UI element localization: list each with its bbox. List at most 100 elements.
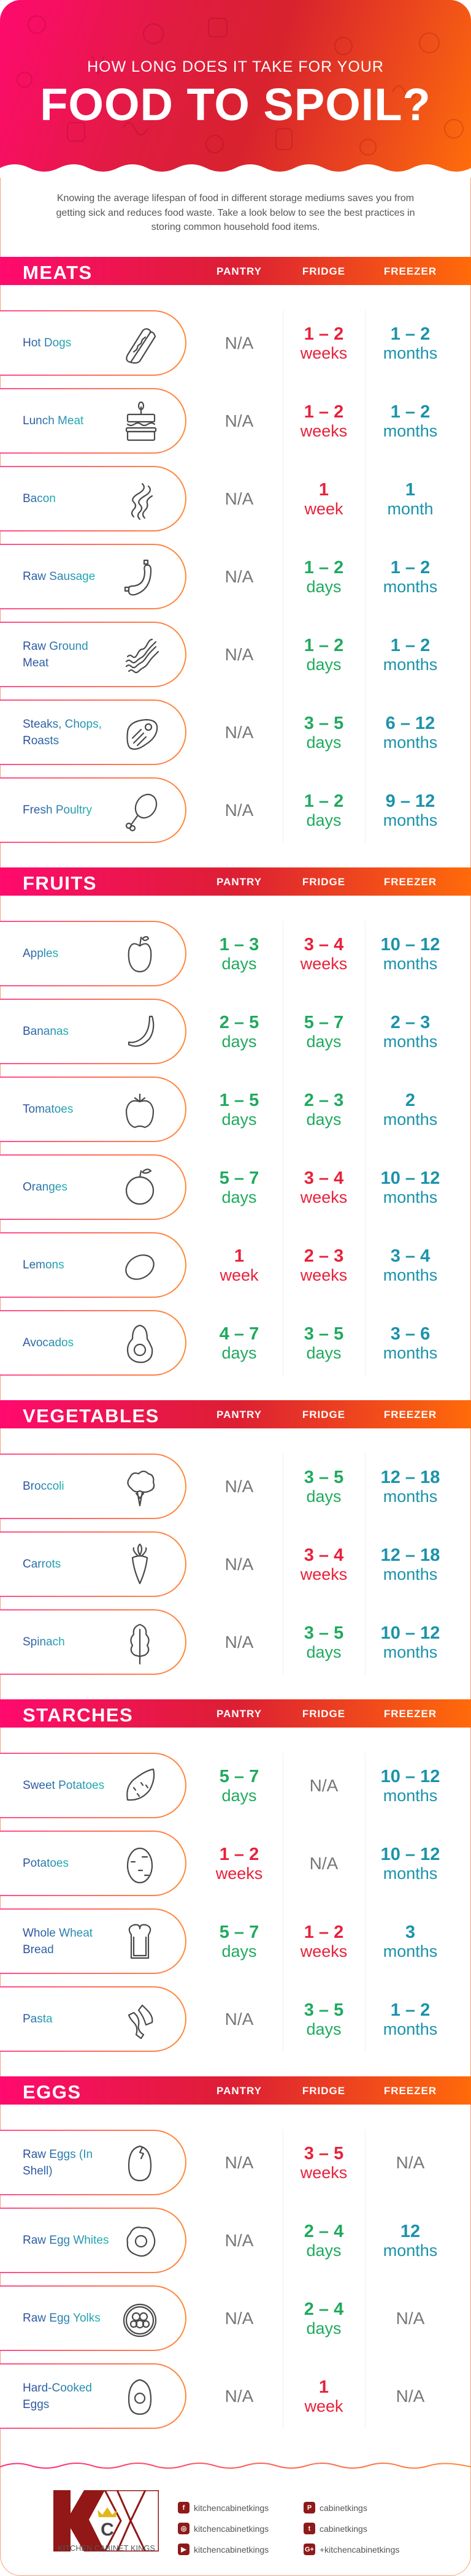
duration-unit: days — [306, 1642, 342, 1661]
duration-number: 3 – 4 — [304, 1168, 344, 1188]
social-handle[interactable]: +kitchencabinetkings — [320, 2544, 400, 2555]
duration-number: 3 – 6 — [390, 1324, 431, 1344]
food-row: Avocados 4 – 7 days 3 – 5 days 3 – 6 months — [0, 1310, 471, 1376]
storage-fridge-value: 1 – 2 weeks — [284, 1908, 364, 1974]
section-meats: MEATS PANTRY FRIDGE FREEZER Hot Dogs N/A 1 – 2… — [0, 257, 471, 867]
column-header-freezer: FREEZER — [383, 265, 437, 277]
pasta-icon — [115, 1994, 164, 2043]
storage-fridge-value: 1 – 2 weeks — [284, 310, 364, 376]
storage-fridge-value: 2 – 4 days — [284, 2208, 364, 2273]
duration-number: 3 – 5 — [304, 713, 344, 733]
storage-fridge-value: 1 week — [284, 466, 364, 532]
column-header-pantry: PANTRY — [216, 2085, 262, 2097]
duration-number: 1 – 2 — [390, 402, 431, 422]
social-handle[interactable]: cabinetkings — [320, 2502, 367, 2513]
duration-unit: days — [306, 810, 342, 829]
duration-unit: days — [306, 577, 342, 596]
storage-fridge-value: 3 – 4 weeks — [284, 921, 364, 986]
duration-unit: days — [221, 1343, 257, 1362]
not-applicable: N/A — [224, 1632, 254, 1652]
storage-freezer-value: 10 – 12 months — [370, 1831, 450, 1896]
food-name: Hard-Cooked Eggs — [23, 2363, 115, 2429]
duration-number: 1 – 2 — [304, 402, 344, 422]
duration-unit: week — [304, 2396, 343, 2415]
duration-unit: months — [383, 810, 438, 829]
food-row: Bacon N/A 1 week 1 month — [0, 466, 471, 532]
storage-freezer-value: 1 month — [370, 466, 450, 532]
social-link-google-plus[interactable]: G+ +kitchencabinetkings — [304, 2544, 399, 2555]
social-link-instagram[interactable]: ◎ kitchencabinetkings — [178, 2523, 269, 2534]
food-name: Tomatoes — [23, 1077, 115, 1142]
duration-unit: weeks — [300, 1564, 348, 1583]
storage-fridge-value: 5 – 7 days — [284, 999, 364, 1064]
duration-unit: months — [383, 1864, 438, 1883]
spinach-leaf-icon — [115, 1617, 164, 1666]
duration-unit: days — [306, 2319, 342, 2338]
food-label-pill — [0, 2130, 186, 2195]
duration-number: 12 — [400, 2221, 421, 2241]
storage-pantry-value: N/A — [199, 466, 279, 532]
storage-freezer-value: 3 months — [370, 1908, 450, 1974]
storage-fridge-value: 3 – 5 days — [284, 1986, 364, 2052]
potato-icon — [115, 1839, 164, 1888]
storage-freezer-value: 6 – 12 months — [370, 699, 450, 765]
food-label-pill — [0, 544, 186, 609]
storage-freezer-value: 1 – 2 months — [370, 622, 450, 687]
avocado-icon — [115, 1318, 164, 1367]
not-applicable: N/A — [224, 566, 254, 586]
food-label-pill — [0, 2285, 186, 2351]
food-name-text: Whole Wheat Bread — [23, 1925, 115, 1958]
storage-freezer-value: 2 months — [370, 1077, 450, 1142]
food-rows: Hot Dogs N/A 1 – 2 weeks 1 – 2 months Lunch Me… — [0, 285, 471, 843]
duration-unit: weeks — [300, 1265, 348, 1284]
not-applicable: N/A — [396, 2386, 425, 2406]
food-name: Raw Egg Whites — [23, 2208, 115, 2273]
duration-unit: days — [306, 1343, 342, 1362]
social-link-facebook[interactable]: f kitchencabinetkings — [178, 2502, 269, 2513]
social-link-twitter[interactable]: t cabinetkings — [304, 2523, 367, 2534]
column-header-pantry: PANTRY — [216, 1708, 262, 1720]
food-name-text: Hot Dogs — [23, 335, 71, 351]
food-name: Potatoes — [23, 1831, 115, 1896]
duration-unit: months — [383, 1265, 438, 1284]
storage-freezer-value: 1 – 2 months — [370, 1986, 450, 2052]
storage-pantry-value: 5 – 7 days — [199, 1908, 279, 1974]
social-link-youtube[interactable]: ▶ kitchencabinetkings — [178, 2544, 269, 2555]
column-header-pantry: PANTRY — [216, 876, 262, 888]
hot-dog-icon — [115, 318, 164, 367]
svg-text:C: C — [101, 2520, 114, 2540]
duration-unit: weeks — [300, 1187, 348, 1206]
section-fruits: FRUITS PANTRY FRIDGE FREEZER Apples 1 – 3 days… — [0, 867, 471, 1400]
food-label-pill — [0, 1531, 186, 1597]
food-name: Raw Egg Yolks — [23, 2285, 115, 2351]
duration-unit: days — [306, 2241, 342, 2260]
duration-number: 2 – 3 — [390, 1012, 431, 1032]
food-name: Oranges — [23, 1154, 115, 1220]
column-header-freezer: FREEZER — [383, 876, 437, 888]
duration-unit: weeks — [300, 1942, 348, 1961]
food-name-text: Lemons — [23, 1257, 64, 1273]
storage-freezer-value: N/A — [370, 2363, 450, 2429]
social-handle[interactable]: cabinetkings — [320, 2523, 367, 2534]
duration-number: 1 — [234, 1246, 245, 1266]
not-applicable: N/A — [396, 2152, 425, 2172]
social-handle[interactable]: kitchencabinetkings — [194, 2523, 269, 2534]
steak-icon — [115, 707, 164, 756]
food-label-pill — [0, 999, 186, 1064]
column-header-fridge: FRIDGE — [302, 265, 346, 277]
food-name-text: Raw Eggs (In Shell) — [23, 2146, 115, 2179]
duration-unit: months — [383, 2019, 438, 2038]
section-header: STARCHES PANTRY FRIDGE FREEZER — [0, 1699, 471, 1728]
duration-unit: days — [221, 1786, 257, 1805]
duration-number: 3 — [405, 1922, 416, 1942]
duration-number: 2 – 5 — [219, 1012, 259, 1032]
wave-divider — [0, 164, 471, 178]
duration-unit: weeks — [300, 421, 348, 440]
social-handle[interactable]: kitchencabinetkings — [194, 2544, 269, 2555]
social-handle[interactable]: kitchencabinetkings — [194, 2502, 269, 2513]
fried-egg-icon — [115, 2216, 164, 2265]
storage-freezer-value: 10 – 12 months — [370, 1609, 450, 1675]
storage-freezer-value: 10 – 12 months — [370, 921, 450, 986]
column-header-freezer: FREEZER — [383, 1409, 437, 1420]
